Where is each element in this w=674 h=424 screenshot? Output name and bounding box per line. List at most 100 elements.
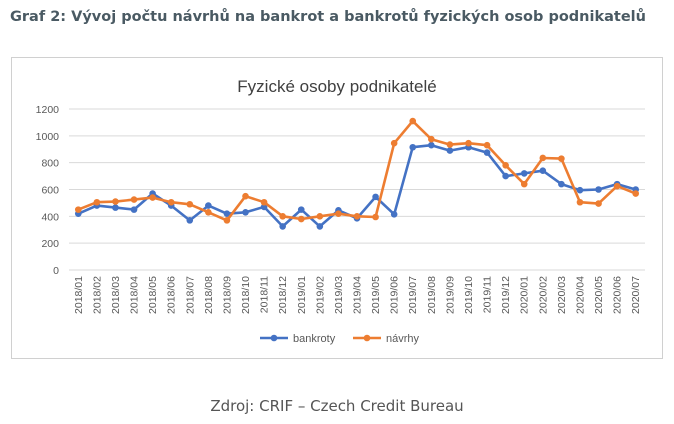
- data-point-návrhy: [595, 200, 602, 207]
- data-point-bankroty: [372, 193, 379, 201]
- y-tick-label: 800: [41, 158, 59, 170]
- x-tick-label: 2018/04: [129, 276, 141, 314]
- data-point-návrhy: [428, 135, 435, 143]
- data-point-bankroty: [428, 141, 435, 149]
- x-tick-label: 2018/05: [147, 276, 159, 314]
- data-point-bankroty: [595, 186, 602, 193]
- x-tick-label: 2018/03: [110, 276, 122, 314]
- legend-label-návrhy: návrhy: [386, 333, 420, 345]
- x-tick-label: 2019/03: [333, 276, 345, 314]
- data-point-bankroty: [576, 186, 584, 194]
- data-point-návrhy: [446, 141, 454, 148]
- y-tick-label: 600: [41, 185, 59, 197]
- x-tick-label: 2019/04: [352, 276, 364, 314]
- data-point-návrhy: [390, 139, 398, 147]
- x-tick-label: 2019/10: [463, 276, 475, 314]
- page-heading: Graf 2: Vývoj počtu návrhů na bankrot a …: [10, 9, 646, 25]
- data-point-návrhy: [167, 198, 175, 206]
- data-point-návrhy: [576, 198, 584, 206]
- data-point-bankroty: [130, 206, 138, 213]
- data-point-návrhy: [502, 162, 509, 169]
- data-point-návrhy: [539, 154, 547, 162]
- data-point-návrhy: [316, 213, 324, 220]
- y-tick-label: 1000: [36, 131, 60, 143]
- data-point-návrhy: [372, 213, 379, 221]
- x-tick-label: 2019/05: [370, 276, 382, 314]
- data-point-návrhy: [149, 194, 156, 201]
- x-tick-label: 2020/01: [519, 276, 531, 314]
- x-tick-label: 2020/07: [630, 276, 642, 314]
- data-point-bankroty: [260, 203, 268, 211]
- data-point-návrhy: [74, 206, 82, 213]
- data-point-návrhy: [205, 209, 212, 216]
- x-tick-label: 2020/04: [574, 276, 586, 314]
- legend-marker-návrhy: [363, 334, 371, 342]
- x-tick-label: 2019/06: [389, 276, 401, 314]
- chart-title: Fyzické osoby podnikatelé: [237, 77, 436, 96]
- x-tick-label: 2019/02: [314, 276, 326, 314]
- data-point-bankroty: [316, 223, 324, 230]
- x-tick-label: 2020/03: [556, 276, 568, 314]
- data-point-návrhy: [520, 180, 528, 188]
- data-point-bankroty: [297, 206, 305, 213]
- data-point-bankroty: [409, 143, 417, 151]
- x-tick-label: 2019/07: [407, 276, 419, 314]
- data-point-bankroty: [242, 209, 249, 216]
- data-point-návrhy: [632, 190, 640, 197]
- data-point-návrhy: [353, 213, 361, 220]
- data-point-návrhy: [112, 198, 119, 205]
- line-chart: Fyzické osoby podnikatelé 0 200 400 600 800 1…: [36, 77, 645, 345]
- data-point-bankroty: [502, 172, 509, 180]
- x-tick-label: 2019/11: [482, 276, 494, 313]
- y-tick-label: 0: [53, 265, 59, 277]
- x-tick-label: 2018/06: [166, 276, 178, 314]
- source-note: Zdroj: CRIF – Czech Credit Bureau: [210, 397, 464, 415]
- data-point-bankroty: [223, 210, 231, 217]
- x-tick-label: 2020/05: [593, 276, 605, 314]
- x-tick-label: 2019/09: [444, 276, 456, 314]
- chart-frame: Fyzické osoby podnikatelé 0 200 400 600 800 1…: [11, 57, 663, 359]
- x-tick-label: 2018/12: [277, 276, 289, 314]
- x-tick-label: 2018/08: [203, 276, 215, 314]
- x-tick-label: 2018/10: [240, 276, 252, 314]
- x-tick-label: 2018/11: [259, 276, 271, 313]
- data-point-návrhy: [223, 217, 231, 224]
- data-point-bankroty: [390, 211, 398, 218]
- y-tick-label: 1200: [36, 104, 60, 116]
- x-tick-label: 2018/07: [184, 276, 196, 314]
- data-point-návrhy: [260, 198, 268, 206]
- x-tick-label: 2020/02: [537, 276, 549, 314]
- data-point-návrhy: [186, 200, 194, 208]
- data-point-bankroty: [446, 147, 454, 154]
- data-point-bankroty: [520, 170, 528, 177]
- data-point-návrhy: [279, 213, 286, 220]
- data-point-návrhy: [335, 210, 342, 217]
- data-point-bankroty: [205, 202, 212, 209]
- x-tick-label: 2018/01: [73, 276, 85, 314]
- data-point-návrhy: [613, 182, 621, 190]
- x-tick-label: 2019/08: [426, 276, 438, 314]
- x-tick-label: 2018/09: [221, 276, 233, 314]
- data-point-bankroty: [279, 223, 286, 230]
- data-point-návrhy: [242, 192, 249, 200]
- y-tick-label: 200: [41, 238, 59, 250]
- data-point-bankroty: [539, 167, 547, 175]
- data-point-bankroty: [112, 204, 119, 211]
- legend-label-bankroty: bankroty: [293, 333, 336, 345]
- data-point-návrhy: [409, 117, 417, 125]
- y-tick-label: 400: [41, 211, 59, 223]
- data-point-návrhy: [297, 215, 305, 223]
- x-tick-label: 2019/01: [296, 276, 308, 314]
- x-tick-label: 2018/02: [91, 276, 103, 314]
- data-point-návrhy: [465, 139, 472, 147]
- data-point-návrhy: [483, 141, 491, 149]
- data-point-návrhy: [93, 198, 101, 206]
- x-tick-label: 2019/12: [500, 276, 512, 314]
- data-point-bankroty: [483, 149, 491, 156]
- legend-marker-bankroty: [270, 334, 278, 342]
- data-point-návrhy: [130, 196, 138, 203]
- x-tick-label: 2020/06: [612, 276, 624, 314]
- data-point-návrhy: [558, 155, 565, 162]
- data-point-bankroty: [186, 217, 194, 224]
- data-point-bankroty: [558, 180, 565, 188]
